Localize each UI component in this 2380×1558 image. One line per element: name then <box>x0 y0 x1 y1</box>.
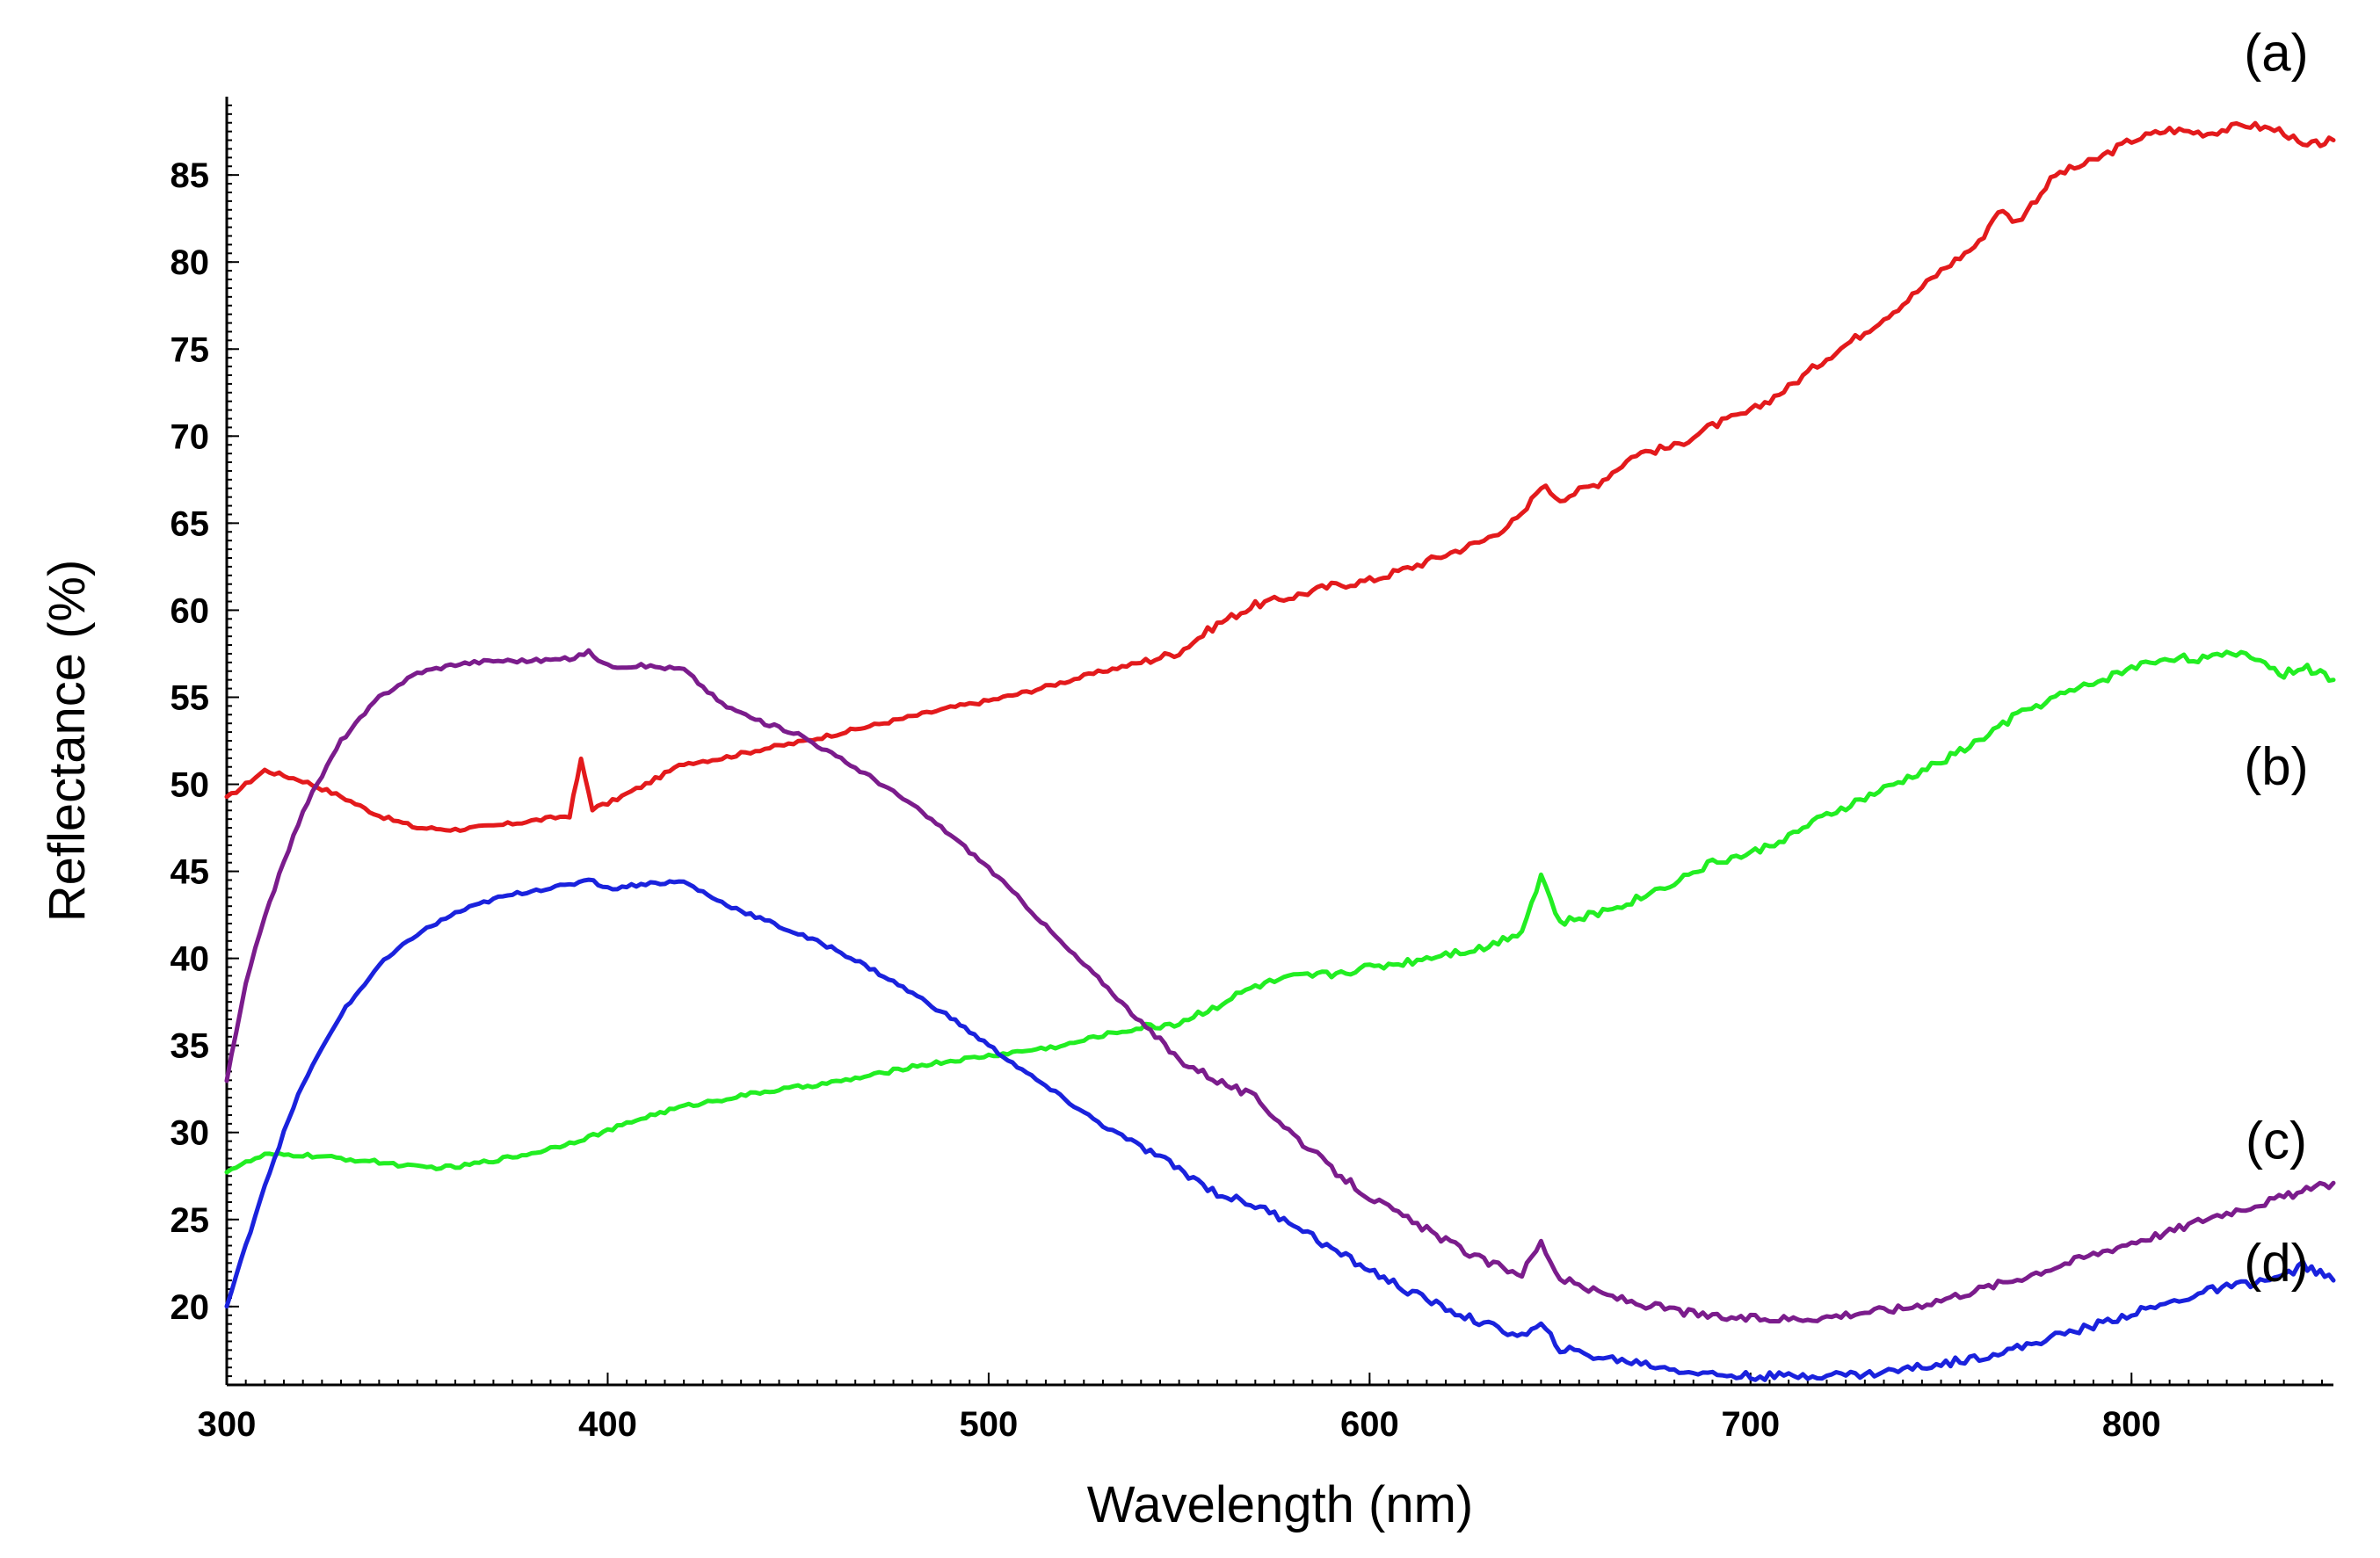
series-line-d <box>224 877 2336 1382</box>
y-tick-label: 45 <box>171 853 210 892</box>
y-tick-label: 75 <box>171 330 210 369</box>
x-tick-label: 500 <box>960 1405 1019 1444</box>
y-tick-label: 80 <box>171 243 210 282</box>
curve-label-d: (d) <box>2244 1233 2308 1292</box>
series-line-c <box>224 648 2336 1324</box>
curve-label-c: (c) <box>2246 1112 2307 1170</box>
series-line-a <box>224 120 2336 833</box>
series-line-b <box>224 649 2336 1175</box>
series-layer <box>224 120 2336 1382</box>
y-tick-label: 20 <box>171 1288 210 1327</box>
y-tick-label: 60 <box>171 591 210 630</box>
y-tick-label: 65 <box>171 504 210 543</box>
curve-label-b: (b) <box>2244 737 2308 796</box>
y-tick-label: 35 <box>171 1027 210 1066</box>
x-tick-label: 600 <box>1340 1405 1399 1444</box>
curve-label-a: (a) <box>2244 23 2308 82</box>
y-tick-label: 70 <box>171 417 210 456</box>
y-axis-title: Reflectance (%) <box>39 560 96 923</box>
x-axis-title: Wavelength (nm) <box>1087 1476 1473 1533</box>
x-tick-label: 800 <box>2102 1405 2161 1444</box>
y-tick-label: 25 <box>171 1201 210 1240</box>
y-tick-label: 30 <box>171 1114 210 1153</box>
y-tick-label: 55 <box>171 678 210 717</box>
label-layer: 300 400 500 600 700 800 20 25 30 35 40 45 50 55 60 65 70… <box>171 23 2309 1444</box>
y-tick-label: 50 <box>171 766 210 805</box>
x-tick-label: 300 <box>198 1405 257 1444</box>
y-tick-label: 85 <box>171 156 210 195</box>
y-tick-label: 40 <box>171 940 210 979</box>
x-tick-label: 700 <box>1721 1405 1780 1444</box>
axes-layer <box>225 97 2333 1387</box>
x-tick-label: 400 <box>578 1405 637 1444</box>
